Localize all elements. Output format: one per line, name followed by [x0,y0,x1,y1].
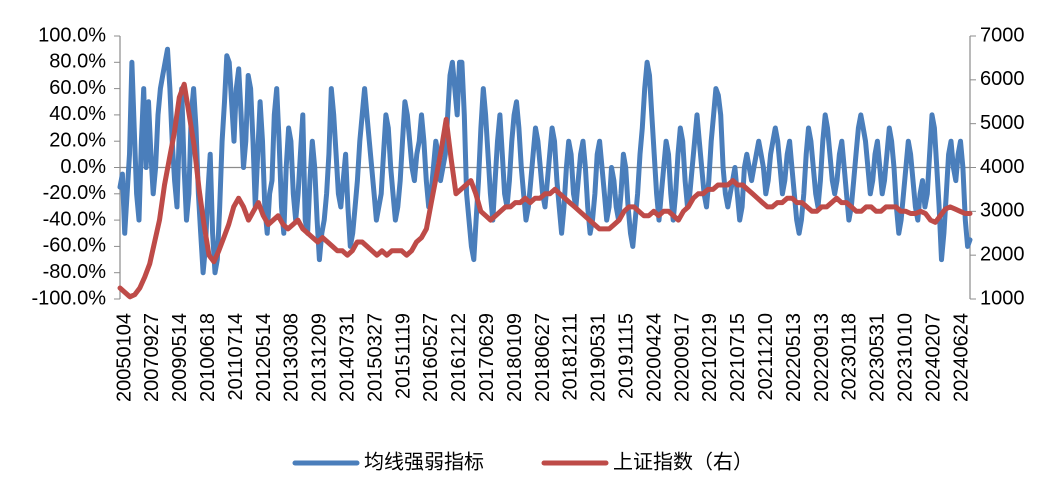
x-tick-label: 20181211 [560,313,582,401]
right-tick-label: 1000 [980,287,1025,309]
x-tick-label: 20150327 [364,313,386,402]
x-tick-label: 20191115 [615,313,637,399]
series-line-shanghai-index [117,81,973,300]
x-tick-label: 20151119 [392,313,414,399]
x-tick-label: 20130308 [281,313,303,402]
right-tick-label: 5000 [980,112,1025,134]
x-tick-label: 20170629 [476,313,498,402]
left-tick-label: 20.0% [49,129,106,151]
x-tick-label: 20100618 [197,313,219,402]
x-tick-label: 20190531 [588,313,610,402]
x-tick-label: 20240207 [922,313,944,402]
tick-labels-group: 100.0% 80.0% 60.0% 40.0% 20.0% 0.0% -20.0% -40.… [32,24,1025,402]
x-tick-label: 20090514 [169,313,191,402]
right-tick-label: 4000 [980,156,1025,178]
legend: 均线强弱指标 上证指数（右） [292,450,753,473]
x-tick-label: 20240624 [950,313,972,402]
left-tick-label: -100.0% [32,287,107,309]
x-tick-label: 20180109 [504,313,526,402]
series-line-ma-strength [117,46,973,276]
right-tick-label: 7000 [980,24,1025,46]
x-tick-label: 20231010 [894,313,916,402]
x-tick-label: 20210219 [699,313,721,402]
x-tick-label: 20211210 [755,313,777,401]
right-tick-label: 3000 [980,200,1025,222]
left-tick-label: 0.0% [60,156,106,178]
x-tick-label: 20110714 [225,313,247,401]
left-tick-label: -80.0% [43,261,107,283]
legend-label-ma-strength: 均线强弱指标 [364,450,484,473]
x-tick-label: 20200424 [643,313,665,402]
x-tick-label: 20160527 [420,313,442,402]
left-tick-label: 60.0% [49,77,106,99]
x-tick-label: 20120514 [253,313,275,402]
right-tick-label: 6000 [980,68,1025,90]
right-tick-label: 2000 [980,243,1025,265]
x-tick-label: 20210715 [727,313,749,402]
left-tick-label: -60.0% [43,235,107,257]
x-tick-label: 20230118 [839,313,861,401]
x-tick-label: 20230531 [867,313,889,402]
left-tick-label: 100.0% [38,24,106,46]
left-tick-label: -40.0% [43,208,107,230]
legend-label-shanghai-index: 上证指数（右） [613,450,753,473]
left-tick-label: -20.0% [43,182,107,204]
x-tick-label: 20050104 [113,313,135,402]
x-tick-label: 20131209 [309,313,331,402]
x-tick-label: 20220913 [811,313,833,402]
x-tick-label: 20200917 [671,313,693,402]
series-group [117,46,973,300]
left-tick-label: 40.0% [49,103,106,125]
x-tick-label: 20220513 [783,313,805,402]
x-tick-label: 20070927 [141,313,163,402]
x-tick-label: 20161212 [448,313,470,402]
left-tick-label: 80.0% [49,51,106,73]
x-tick-label: 20180627 [532,313,554,402]
x-tick-label: 20140731 [336,313,358,402]
